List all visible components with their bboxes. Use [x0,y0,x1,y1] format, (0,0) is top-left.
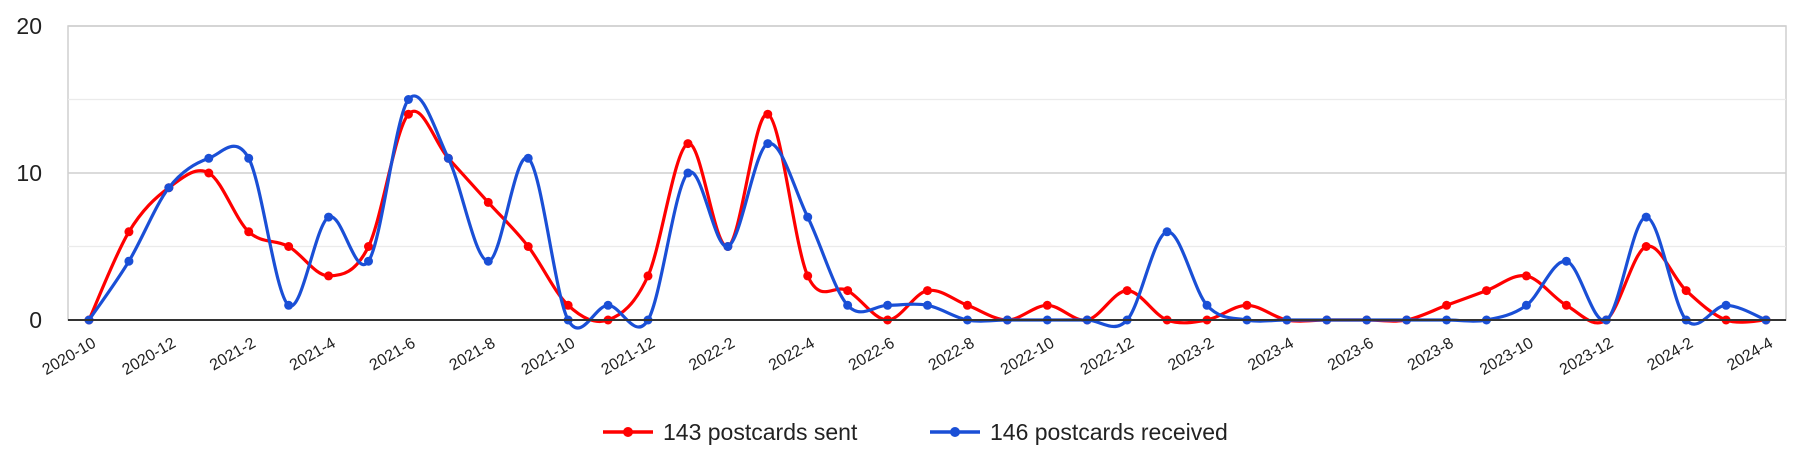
data-point[interactable] [1482,286,1491,296]
data-point[interactable] [843,300,853,310]
y-tick-label: 20 [16,13,42,39]
data-point[interactable] [364,256,373,266]
x-tick-label: 2020-10 [40,335,99,379]
data-point[interactable] [1561,300,1571,310]
data-point[interactable] [883,300,893,310]
data-point[interactable] [1561,256,1571,266]
legend-label: 146 postcards received [990,419,1228,445]
x-tick-label: 2022-4 [766,335,818,375]
x-tick-label: 2021-6 [367,335,419,375]
data-point[interactable] [1681,286,1691,296]
data-point[interactable] [244,153,254,163]
x-tick-label: 2024-4 [1724,335,1776,375]
data-point[interactable] [603,300,613,310]
legend-item-sent[interactable]: 143 postcards sent [603,419,858,445]
data-point[interactable] [284,242,294,251]
x-tick-label: 2023-2 [1165,335,1217,375]
data-point[interactable] [923,286,932,296]
data-point[interactable] [923,300,932,310]
x-tick-label: 2022-2 [686,335,738,375]
x-tick-label: 2021-8 [447,335,499,375]
x-tick-label: 2021-4 [287,335,339,375]
data-point[interactable] [683,168,693,178]
data-point[interactable] [1122,286,1132,296]
data-point[interactable] [1521,271,1531,281]
legend-swatch-dot [623,427,633,437]
data-point[interactable] [1721,300,1731,310]
x-tick-label: 2021-10 [519,335,578,379]
data-point[interactable] [1162,227,1172,237]
x-tick-label: 2023-10 [1477,335,1536,379]
data-point[interactable] [324,271,334,281]
data-point[interactable] [403,109,413,119]
data-point[interactable] [763,109,773,119]
data-point[interactable] [204,153,214,163]
data-point[interactable] [1641,242,1651,251]
series-line [87,109,1767,325]
x-tick-label: 2024-2 [1644,335,1696,375]
data-point[interactable] [443,153,453,163]
data-point[interactable] [1202,300,1212,310]
data-point[interactable] [124,256,134,266]
data-point[interactable] [1042,300,1052,310]
x-tick-label: 2022-10 [998,335,1057,379]
y-axis-ticks: 0 10 20 [16,13,42,333]
x-tick-label: 2022-6 [846,335,898,375]
y-tick-label: 0 [29,307,42,333]
x-tick-label: 2023-4 [1245,335,1297,375]
data-point[interactable] [523,153,533,163]
data-point[interactable] [244,227,254,237]
data-point[interactable] [483,197,493,207]
data-point[interactable] [563,300,573,310]
data-point[interactable] [962,300,972,310]
data-point[interactable] [124,227,134,237]
data-point[interactable] [643,271,653,281]
x-tick-label: 2021-12 [599,335,658,379]
data-point[interactable] [324,212,334,222]
legend: 143 postcards sent 146 postcards received [603,419,1228,445]
legend-item-received[interactable]: 146 postcards received [930,419,1228,445]
data-point[interactable] [803,271,813,281]
data-point[interactable] [1242,300,1252,310]
data-point[interactable] [843,286,853,296]
data-point[interactable] [523,242,533,251]
data-point[interactable] [204,168,214,178]
data-point[interactable] [763,139,773,149]
data-point[interactable] [723,242,733,251]
x-tick-label: 2022-12 [1078,335,1137,379]
data-point[interactable] [1521,300,1531,310]
data-point[interactable] [164,183,174,193]
data-point[interactable] [403,95,413,104]
y-tick-label: 10 [16,160,42,186]
x-tick-label: 2023-12 [1557,335,1616,379]
series-sent [84,109,1771,325]
x-axis-ticks: 2020-10 2020-12 2021-2 2021-4 2021-6 2021-8 20… [40,335,1776,379]
data-point[interactable] [364,242,373,251]
series-lines [68,94,1786,330]
x-tick-label: 2023-6 [1325,335,1377,375]
data-point[interactable] [1641,212,1651,222]
data-point[interactable] [284,300,294,310]
x-tick-label: 2020-12 [120,335,179,379]
x-tick-label: 2023-8 [1405,335,1457,375]
data-point[interactable] [683,139,693,149]
data-point[interactable] [803,212,813,222]
legend-swatch-dot [950,427,960,437]
legend-label: 143 postcards sent [663,419,858,445]
data-point[interactable] [483,256,493,266]
data-point[interactable] [1442,300,1452,310]
x-tick-label: 2022-8 [926,335,978,375]
x-tick-label: 2021-2 [207,335,259,375]
